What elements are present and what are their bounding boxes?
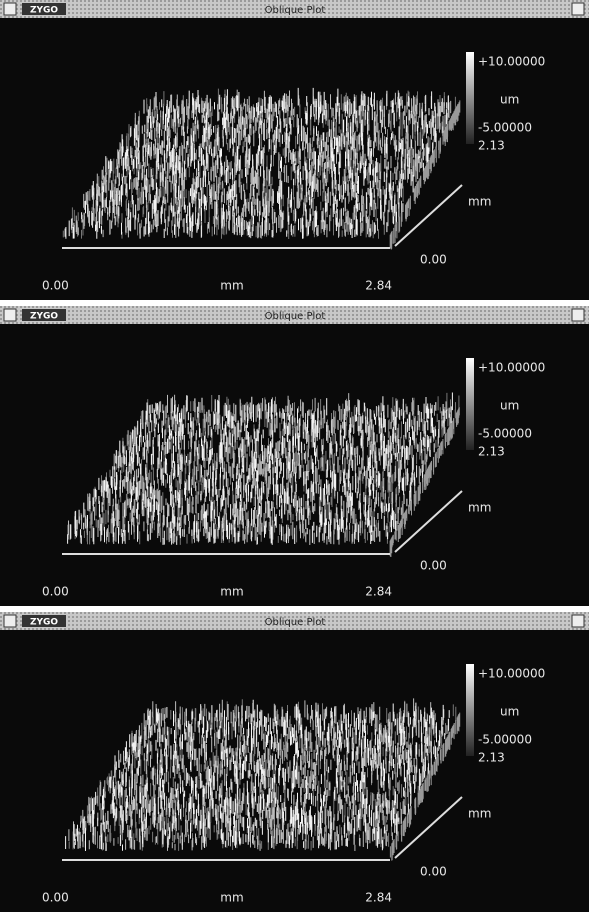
scale-max: +10.00000 [478,55,545,69]
color-bar [466,664,474,756]
window-title: Oblique Plot [265,617,326,628]
y-axis [394,184,463,247]
scale-min: -5.00000 [478,733,532,747]
scale-max: +10.00000 [478,361,545,375]
x-unit: mm [220,585,243,599]
x-unit: mm [220,279,243,293]
maximize-button[interactable] [571,614,585,628]
logo: ZYGO [30,312,58,322]
scale-unit: um [500,705,519,719]
y-unit: mm [468,807,491,821]
x-min: 0.00 [42,585,69,599]
surface-side [389,712,461,861]
title-bar [0,0,589,18]
window-title: Oblique Plot [265,311,326,322]
y-max: 2.13 [478,139,505,153]
system-menu-button[interactable] [3,2,17,16]
y-max: 2.13 [478,445,505,459]
plot-window: ZYGO Oblique Plot +10.00000 um -5.00000 2.13 m… [0,306,589,606]
surface-texture [67,392,453,545]
surface-texture [65,87,449,239]
system-menu-button[interactable] [3,614,17,628]
surface-texture [65,699,450,851]
maximize-button[interactable] [571,2,585,16]
y-min: 0.00 [420,865,447,879]
plot-window: ZYGO Oblique Plot +10.00000 um -5.00000 2.13 m… [0,612,589,912]
y-max: 2.13 [478,751,505,765]
x-min: 0.00 [42,279,69,293]
x-max: 2.84 [365,585,392,599]
x-max: 2.84 [365,891,392,905]
title-bar [0,612,589,630]
color-bar [466,358,474,450]
y-axis [394,796,463,859]
y-min: 0.00 [420,253,447,267]
logo-box [22,309,66,321]
window-body [0,0,589,300]
plot-window: ZYGO Oblique Plot +10.00000 um -5.00000 2.13 m… [0,0,589,300]
logo-box [22,615,66,627]
surface-side [389,100,461,250]
scale-min: -5.00000 [478,121,532,135]
y-min: 0.00 [420,559,447,573]
system-menu-button[interactable] [3,308,17,322]
x-min: 0.00 [42,891,69,905]
scale-max: +10.00000 [478,667,545,681]
logo-box [22,3,66,15]
y-unit: mm [468,501,491,515]
surface-texture [68,698,448,851]
surface-side [389,407,460,557]
window-title: Oblique Plot [265,5,326,16]
y-unit: mm [468,195,491,209]
logo: ZYGO [30,618,58,628]
x-unit: mm [220,891,243,905]
title-bar [0,306,589,324]
maximize-button[interactable] [571,308,585,322]
scale-unit: um [500,399,519,413]
scale-min: -5.00000 [478,427,532,441]
y-axis [394,490,463,553]
scale-unit: um [500,93,519,107]
color-bar [466,52,474,144]
logo: ZYGO [30,6,58,16]
x-max: 2.84 [365,279,392,293]
